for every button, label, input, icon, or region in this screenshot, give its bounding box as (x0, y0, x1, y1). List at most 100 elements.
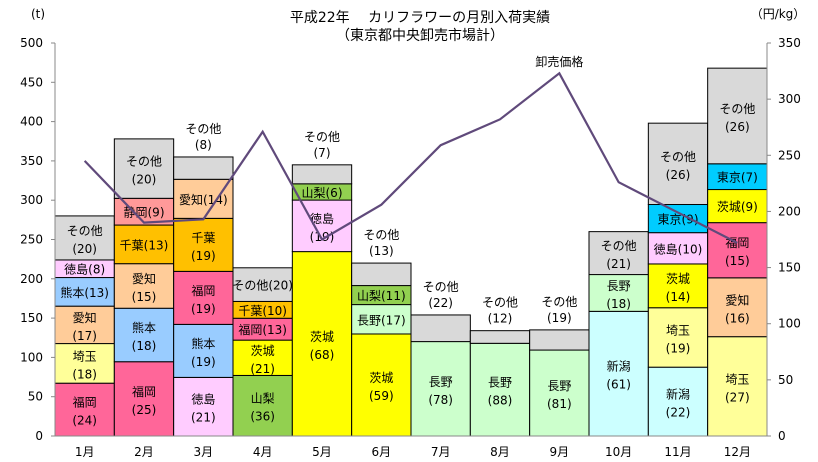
chart-subtitle: （東京都中央卸売市場計） (336, 27, 504, 44)
right-tick-label: 300 (778, 92, 801, 106)
bar-segment (351, 262, 412, 287)
left-tick-label: 200 (20, 272, 43, 286)
segment-value-label: (78) (428, 393, 453, 407)
bar-segment (173, 156, 234, 180)
segment-label: 愛知 (132, 272, 156, 286)
segment-value-label: (16) (725, 311, 750, 325)
segment-label: 長野 (488, 376, 512, 390)
segment-value-label: (20) (132, 173, 157, 187)
segment-value-label: (88) (488, 394, 513, 408)
x-tick-label: 6月 (372, 445, 392, 459)
segment-label: 長野 (429, 375, 453, 389)
segment-value-label: (12) (488, 312, 513, 326)
right-tick-label: 150 (778, 261, 801, 275)
segment-value-label: (19) (666, 341, 691, 355)
x-tick-label: 3月 (194, 445, 214, 459)
segment-value-label: (27) (725, 390, 750, 404)
segment-label: 新潟 (666, 387, 690, 402)
segment-label: 千葉 (191, 231, 215, 245)
segment-label: 愛知 (725, 293, 749, 307)
right-tick-label: 250 (778, 148, 801, 162)
segment-label: 長野 (547, 379, 571, 393)
segment-label: 静岡(9) (124, 206, 165, 220)
bar-segment (529, 329, 590, 351)
segment-label: 茨城 (369, 371, 393, 385)
price-line (83, 71, 738, 244)
x-tick-label: 9月 (550, 445, 570, 459)
left-tick-label: 500 (20, 36, 43, 50)
segment-value-label: (18) (132, 339, 157, 353)
bar-segment (588, 231, 649, 276)
segment-label: その他 (482, 296, 518, 310)
right-tick-label: 350 (778, 36, 801, 50)
segment-label: 山梨(6) (302, 186, 343, 200)
left-tick-label: 0 (35, 429, 43, 443)
bar-segment (707, 189, 768, 224)
segment-label: 千葉(13) (120, 238, 169, 252)
segment-label: その他 (601, 239, 637, 253)
segment-label: 茨城 (251, 344, 275, 358)
segment-label: 徳島 (191, 392, 215, 407)
segment-label: 福岡 (191, 283, 215, 298)
left-tick-label: 300 (20, 193, 43, 207)
bar-segment (647, 122, 709, 206)
x-tick-label: 8月 (490, 445, 510, 459)
left-tick-label: 350 (20, 154, 43, 168)
x-tick-label: 11月 (664, 445, 691, 459)
segment-label: 愛知 (73, 311, 97, 325)
segment-value-label: (21) (250, 362, 275, 376)
segment-label: 福岡 (73, 395, 97, 410)
segment-label: 東京(7) (717, 171, 758, 185)
segment-label: その他 (185, 122, 221, 136)
segment-label: その他 (304, 130, 340, 144)
segment-value-label: (17) (72, 329, 97, 343)
segment-value-label: (19) (547, 311, 572, 325)
line-label: 卸売価格 (535, 54, 583, 69)
left-tick-label: 400 (20, 115, 43, 129)
x-tick-label: 12月 (724, 445, 751, 459)
bar-segment (469, 330, 531, 344)
segment-label: その他 (423, 280, 459, 294)
bar-segment (113, 224, 175, 265)
left-tick-label: 50 (28, 390, 43, 404)
left-tick-label: 250 (20, 233, 43, 247)
bar-segment (707, 277, 768, 338)
segment-label: 千葉(10) (238, 304, 287, 318)
segment-label: 山梨(11) (357, 289, 406, 303)
segment-value-label: (36) (250, 410, 275, 424)
segment-label: 熊本 (132, 320, 156, 335)
segment-value-label: (61) (606, 378, 631, 392)
x-tick-label: 2月 (134, 445, 154, 459)
bar-segment (54, 343, 115, 384)
segment-label: その他 (363, 228, 399, 242)
segment-value-label: (21) (191, 411, 216, 425)
segment-value-label: (26) (725, 120, 750, 134)
bar-segment (647, 204, 709, 234)
segment-label: 東京(9) (658, 213, 699, 227)
segment-label: 埼玉 (725, 372, 749, 386)
segment-label: 福岡 (132, 384, 156, 399)
segment-value-label: (20) (72, 242, 97, 256)
right-tick-label: 0 (778, 429, 786, 443)
segment-label: 熊本 (191, 336, 215, 351)
segment-label: その他(20) (232, 279, 293, 293)
segment-value-label: (25) (132, 403, 157, 417)
segment-value-label: (22) (666, 406, 691, 420)
bar-segment (232, 374, 293, 437)
segment-label: 山梨 (251, 392, 275, 406)
segment-value-label: (8) (195, 138, 212, 152)
bar-segment (647, 232, 709, 265)
segment-label: 長野 (607, 279, 631, 293)
segment-value-label: (18) (72, 367, 97, 381)
segment-label: 徳島(10) (654, 241, 703, 256)
segment-label: その他 (67, 224, 103, 238)
chart-title: 平成22年 カリフラワーの月別入荷実績 (290, 10, 550, 26)
right-tick-label: 100 (778, 317, 801, 331)
bar-segment (173, 217, 234, 272)
segment-label: 長野(17) (357, 313, 406, 327)
x-tick-label: 4月 (253, 445, 273, 459)
bar-segment (647, 307, 709, 368)
x-tick-label: 1月 (75, 445, 95, 459)
segment-value-label: (7) (314, 146, 331, 160)
